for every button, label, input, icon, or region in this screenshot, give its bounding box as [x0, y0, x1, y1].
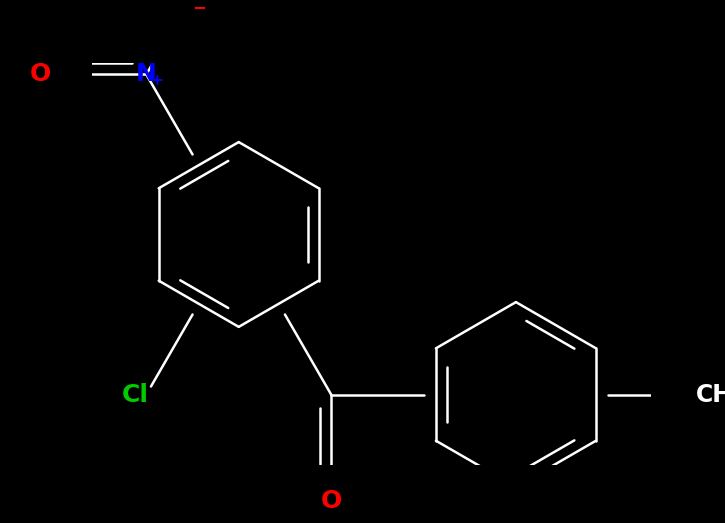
Text: Cl: Cl	[121, 382, 149, 406]
Text: O: O	[320, 489, 341, 513]
Text: +: +	[150, 73, 162, 88]
Text: N: N	[136, 62, 157, 86]
Text: −: −	[191, 0, 206, 16]
Text: CH₃: CH₃	[695, 382, 725, 406]
Text: O: O	[30, 62, 51, 86]
